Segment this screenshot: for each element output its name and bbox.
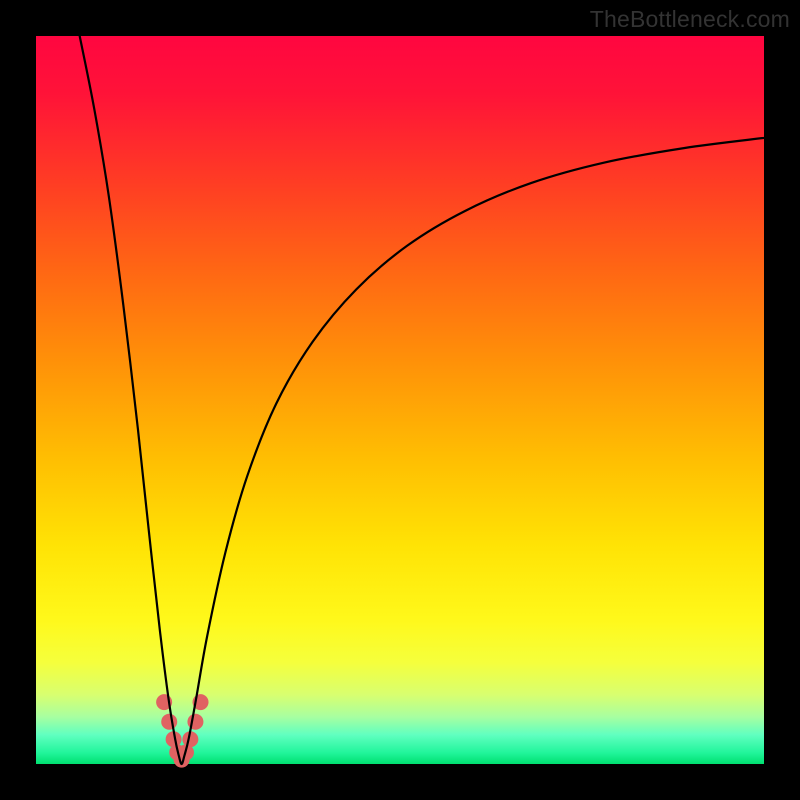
- plot-background: [36, 36, 764, 764]
- watermark-text: TheBottleneck.com: [590, 6, 790, 33]
- minimum-marker-dot: [161, 714, 177, 730]
- bottleneck-chart: [0, 0, 800, 800]
